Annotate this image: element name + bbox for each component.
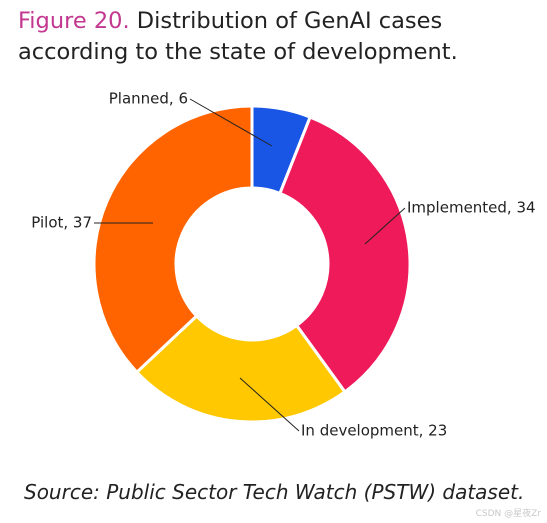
- figure-title-text: Distribution of GenAI cases according to…: [18, 8, 458, 65]
- source-note: Source: Public Sector Tech Watch (PSTW) …: [24, 480, 525, 504]
- label-pilot: Pilot, 37: [31, 214, 92, 232]
- leader-line-planned: [189, 98, 273, 147]
- label-in-development: In development, 23: [301, 422, 447, 440]
- figure-title: Figure 20. Distribution of GenAI cases a…: [18, 6, 543, 68]
- label-leader-lines: [94, 98, 406, 432]
- label-implemented: Implemented, 34: [407, 199, 536, 217]
- slice-pilot: [92, 104, 254, 375]
- label-planned: Planned, 6: [109, 90, 188, 108]
- leader-line-implemented: [364, 207, 406, 245]
- donut-slices: [92, 104, 412, 424]
- leader-line-in-development: [239, 377, 300, 432]
- watermark: CSDN @星夜Zr: [475, 509, 541, 519]
- slice-labels: Planned, 6 Implemented, 34 In development,…: [31, 90, 535, 440]
- slice-implemented: [278, 115, 412, 394]
- figure-label: Figure 20.: [18, 8, 130, 34]
